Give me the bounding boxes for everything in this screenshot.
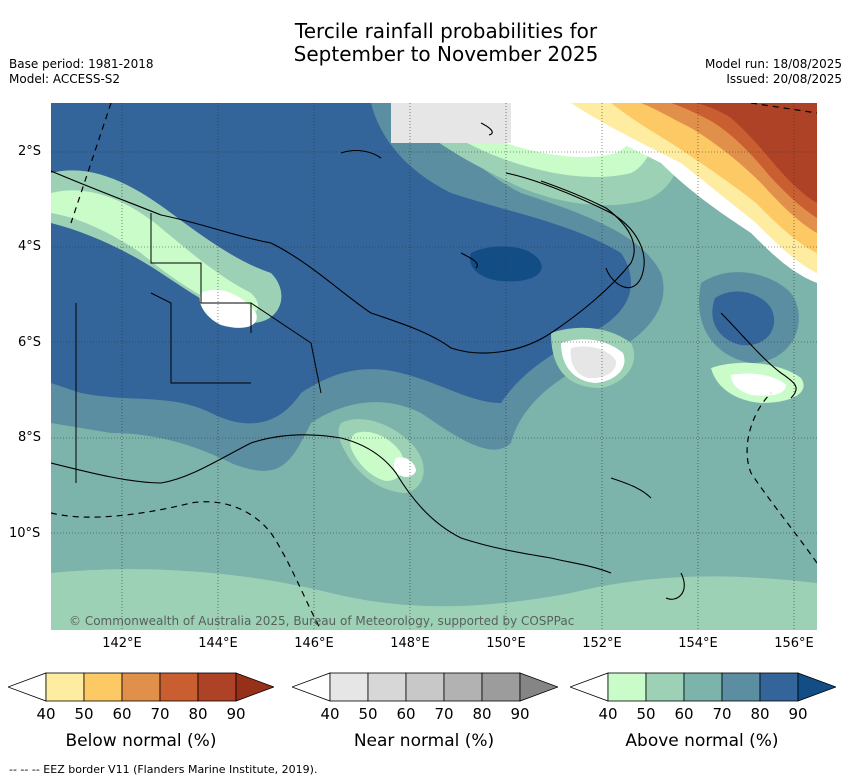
lat-label-8s: 8°S xyxy=(18,430,42,445)
colorbar-segment xyxy=(367,672,407,702)
legend-tick-label: 50 xyxy=(74,705,94,723)
colorbar-segment xyxy=(645,672,685,702)
near-normal-50-north xyxy=(391,103,511,143)
copyright-notice: © Commonwealth of Australia 2025, Bureau… xyxy=(69,614,575,628)
meta-left: Base period: 1981-2018 Model: ACCESS-S2 xyxy=(9,57,154,87)
legend-tick-label: 70 xyxy=(434,705,454,723)
below-normal-90-area xyxy=(696,103,817,203)
lon-label-150e: 150°E xyxy=(486,636,526,651)
eez-border xyxy=(51,103,817,630)
eez-footnote: -- -- -- EEZ border V11 (Flanders Marine… xyxy=(9,763,318,776)
colorbar-segment xyxy=(721,672,761,702)
legend-tick-label: 60 xyxy=(396,705,416,723)
above-normal-south-60 xyxy=(51,569,817,630)
colorbar-segment xyxy=(607,672,647,702)
title-line-1: Tercile rainfall probabilities for xyxy=(294,19,598,43)
legend-title-below: Below normal (%) xyxy=(65,731,217,751)
lon-label-142e: 142°E xyxy=(102,636,142,651)
colorbar-segment xyxy=(329,672,369,702)
lat-label-6s: 6°S xyxy=(18,335,42,350)
colorbar-segment xyxy=(45,672,85,702)
colorbar-segment xyxy=(759,672,799,702)
colorbar-segment xyxy=(481,672,521,702)
no-dominant-west xyxy=(199,289,257,328)
near-normal-east xyxy=(570,346,617,379)
graticule xyxy=(51,103,817,630)
no-dominant-central xyxy=(393,457,416,477)
coastlines xyxy=(51,122,797,600)
colorbar-segment xyxy=(197,672,237,702)
legend-near-normal xyxy=(292,672,558,702)
legend-tick-label: 90 xyxy=(788,705,808,723)
legend-above-normal xyxy=(570,672,836,702)
above-normal-50-west xyxy=(51,190,259,315)
legend-tick-label: 60 xyxy=(674,705,694,723)
province-borders xyxy=(75,213,322,483)
colorbar-segment-under xyxy=(8,672,47,702)
title-line-2: September to November 2025 xyxy=(293,42,599,66)
colorbar-segment xyxy=(443,672,483,702)
colorbar-segment-over xyxy=(235,672,274,702)
above-normal-80-core xyxy=(51,103,631,424)
legend-tick-label: 50 xyxy=(636,705,656,723)
no-dominant-far-east xyxy=(731,373,786,396)
colorbar-segment-over xyxy=(797,672,836,702)
colorbar-segment xyxy=(121,672,161,702)
legend-tick-label: 40 xyxy=(320,705,340,723)
above-normal-90-area xyxy=(470,246,542,282)
above-normal-50-central xyxy=(350,431,405,481)
legend-tick-label: 60 xyxy=(112,705,132,723)
lat-label-4s: 4°S xyxy=(18,239,42,254)
colorbar-near-normal xyxy=(292,672,558,702)
legend-tick-label: 80 xyxy=(188,705,208,723)
legend-tick-label: 80 xyxy=(472,705,492,723)
colorbar-segment-under xyxy=(292,672,331,702)
lon-label-156e: 156°E xyxy=(774,636,814,651)
lon-label-154e: 154°E xyxy=(678,636,718,651)
chart-title: Tercile rainfall probabilities for Septe… xyxy=(0,20,850,66)
lon-label-148e: 148°E xyxy=(390,636,430,651)
model-name: Model: ACCESS-S2 xyxy=(9,72,121,86)
legend-tick-label: 40 xyxy=(36,705,56,723)
legend-title-above: Above normal (%) xyxy=(625,731,779,751)
legend-tick-label: 50 xyxy=(358,705,378,723)
legend-tick-label: 90 xyxy=(510,705,530,723)
lon-label-152e: 152°E xyxy=(582,636,622,651)
colorbar-segment xyxy=(405,672,445,702)
lat-label-2s: 2°S xyxy=(18,144,42,159)
issued-date: Issued: 20/08/2025 xyxy=(726,72,842,86)
colorbar-segment xyxy=(83,672,123,702)
lon-label-144e: 144°E xyxy=(198,636,238,651)
legend-tick-label: 90 xyxy=(226,705,246,723)
meta-right: Model run: 18/08/2025 Issued: 20/08/2025 xyxy=(705,57,842,87)
base-period: Base period: 1981-2018 xyxy=(9,57,154,71)
probability-map xyxy=(51,103,817,630)
above-normal-east-core xyxy=(712,291,775,346)
colorbar-segment-over xyxy=(519,672,558,702)
colorbar-segment xyxy=(683,672,723,702)
legend-tick-label: 40 xyxy=(598,705,618,723)
map-canvas xyxy=(51,103,817,630)
colorbar-segment xyxy=(159,672,199,702)
colorbar-above-normal xyxy=(570,672,836,702)
legend-title-near: Near normal (%) xyxy=(353,731,495,751)
legend-below-normal xyxy=(8,672,274,702)
colorbar-below-normal xyxy=(8,672,274,702)
model-run: Model run: 18/08/2025 xyxy=(704,57,842,71)
legend-tick-label: 80 xyxy=(750,705,770,723)
lat-label-10s: 10°S xyxy=(9,526,41,541)
lon-label-146e: 146°E xyxy=(294,636,334,651)
legend-tick-label: 70 xyxy=(150,705,170,723)
colorbar-segment-under xyxy=(570,672,609,702)
legend-tick-label: 70 xyxy=(712,705,732,723)
